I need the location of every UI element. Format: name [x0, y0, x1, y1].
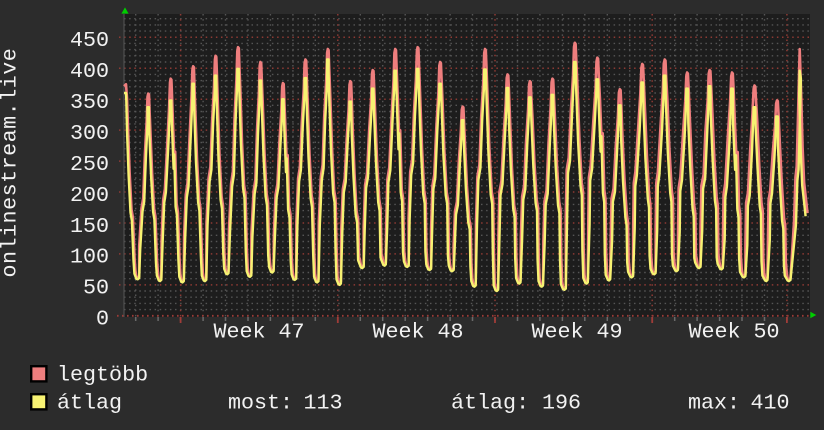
svg-text:250: 250: [70, 152, 109, 177]
svg-text:196: 196: [542, 390, 581, 415]
svg-text:113: 113: [304, 390, 343, 415]
svg-text:450: 450: [70, 28, 109, 53]
svg-text:átlag: átlag: [57, 390, 122, 415]
svg-text:Week 49: Week 49: [531, 320, 622, 345]
svg-text:most:: most:: [228, 390, 293, 415]
svg-text:Week 50: Week 50: [688, 320, 779, 345]
svg-text:410: 410: [751, 390, 790, 415]
svg-text:150: 150: [70, 214, 109, 239]
svg-text:100: 100: [70, 245, 109, 270]
svg-text:Week 47: Week 47: [213, 320, 304, 345]
svg-text:onlinestream.live: onlinestream.live: [0, 48, 23, 278]
svg-text:átlag:: átlag:: [451, 390, 529, 415]
svg-text:Week 48: Week 48: [372, 320, 463, 345]
svg-text:legtöbb: legtöbb: [57, 362, 148, 387]
svg-text:400: 400: [70, 59, 109, 84]
svg-text:50: 50: [83, 276, 109, 301]
svg-text:max:: max:: [688, 390, 740, 415]
svg-text:350: 350: [70, 90, 109, 115]
svg-text:300: 300: [70, 121, 109, 146]
svg-text:200: 200: [70, 183, 109, 208]
svg-text:0: 0: [96, 307, 109, 332]
